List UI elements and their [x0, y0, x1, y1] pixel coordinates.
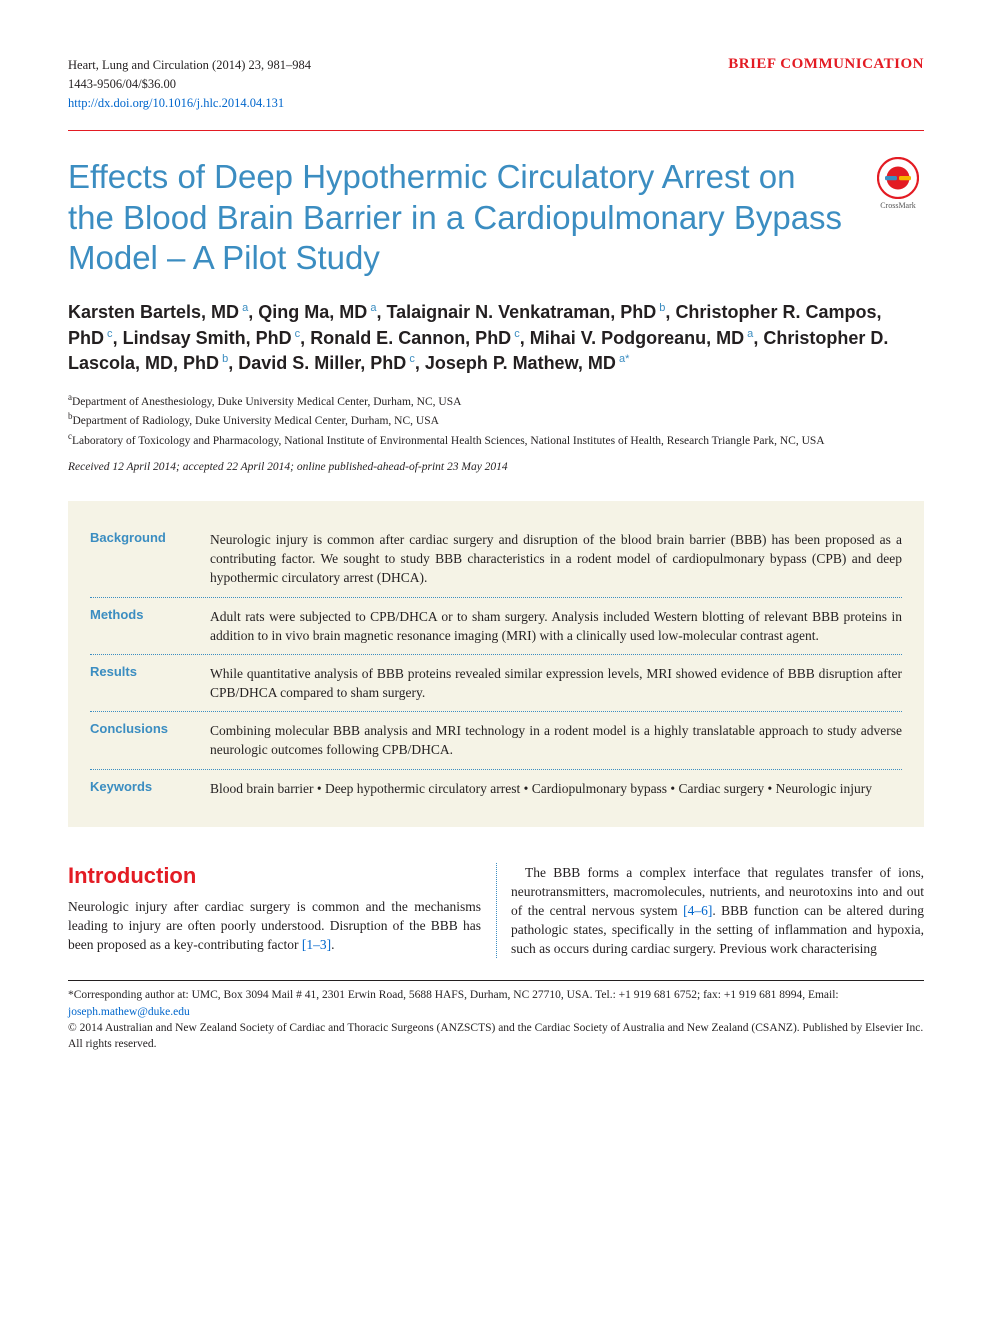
affiliation-b: bDepartment of Radiology, Duke Universit… [68, 410, 924, 430]
abstract-box: Background Neurologic injury is common a… [68, 501, 924, 827]
journal-citation: Heart, Lung and Circulation (2014) 23, 9… [68, 56, 311, 75]
abstract-methods-text: Adult rats were subjected to CPB/DHCA or… [210, 607, 902, 645]
copyright-notice: © 2014 Australian and New Zealand Societ… [68, 1020, 924, 1053]
author: Karsten Bartels, MD a [68, 302, 248, 322]
author: Talaignair N. Venkatraman, PhD b [386, 302, 665, 322]
abstract-results-row: Results While quantitative analysis of B… [90, 654, 902, 711]
citation-1-3[interactable]: [1–3] [302, 937, 331, 952]
introduction-section: Introduction Neurologic injury after car… [68, 863, 924, 959]
journal-meta: Heart, Lung and Circulation (2014) 23, 9… [68, 56, 311, 112]
author: Qing Ma, MD a [258, 302, 376, 322]
affiliations: aDepartment of Anesthesiology, Duke Univ… [68, 391, 924, 450]
abstract-label-keywords: Keywords [90, 779, 192, 798]
footer-rule [68, 980, 924, 981]
author: Mihai V. Podgoreanu, MD a [530, 328, 754, 348]
affiliation-a-text: Department of Anesthesiology, Duke Unive… [72, 395, 461, 407]
abstract-results-text: While quantitative analysis of BBB prote… [210, 664, 902, 702]
footer: *Corresponding author at: UMC, Box 3094 … [68, 987, 924, 1052]
abstract-keywords-text: Blood brain barrier • Deep hypothermic c… [210, 779, 902, 798]
issn-price: 1443-9506/04/$36.00 [68, 75, 311, 94]
abstract-methods-row: Methods Adult rats were subjected to CPB… [90, 597, 902, 654]
intro-para-1: Neurologic injury after cardiac surgery … [68, 897, 481, 954]
author: David S. Miller, PhD c [238, 353, 415, 373]
intro-para-2: The BBB forms a complex interface that r… [511, 863, 924, 959]
abstract-background-row: Background Neurologic injury is common a… [90, 521, 902, 596]
abstract-background-text: Neurologic injury is common after cardia… [210, 530, 902, 587]
author: Ronald E. Cannon, PhD c [310, 328, 520, 348]
article-title: Effects of Deep Hypothermic Circulatory … [68, 157, 848, 278]
article-type: BRIEF COMMUNICATION [728, 56, 924, 73]
divider-red [68, 130, 924, 131]
abstract-label-methods: Methods [90, 607, 192, 645]
author: Joseph P. Mathew, MD a* [425, 353, 630, 373]
abstract-keywords-row: Keywords Blood brain barrier • Deep hypo… [90, 769, 902, 807]
abstract-label-results: Results [90, 664, 192, 702]
affiliation-c-text: Laboratory of Toxicology and Pharmacolog… [72, 434, 825, 446]
doi-link[interactable]: http://dx.doi.org/10.1016/j.hlc.2014.04.… [68, 96, 284, 110]
abstract-conclusions-row: Conclusions Combining molecular BBB anal… [90, 711, 902, 768]
abstract-label-background: Background [90, 530, 192, 587]
abstract-conclusions-text: Combining molecular BBB analysis and MRI… [210, 721, 902, 759]
crossmark-icon [877, 157, 919, 199]
affiliation-b-text: Department of Radiology, Duke University… [73, 415, 439, 427]
crossmark-label: CrossMark [880, 201, 916, 210]
abstract-label-conclusions: Conclusions [90, 721, 192, 759]
intro-p1-text: Neurologic injury after cardiac surgery … [68, 899, 481, 952]
corr-email-link[interactable]: joseph.mathew@duke.edu [68, 1006, 190, 1018]
affiliation-a: aDepartment of Anesthesiology, Duke Univ… [68, 391, 924, 411]
article-history: Received 12 April 2014; accepted 22 Apri… [68, 461, 924, 473]
citation-4-6[interactable]: [4–6] [683, 903, 712, 918]
corresponding-author: *Corresponding author at: UMC, Box 3094 … [68, 987, 924, 1020]
intro-p1-tail: . [331, 937, 334, 952]
author-list: Karsten Bartels, MD a, Qing Ma, MD a, Ta… [68, 300, 924, 377]
header-row: Heart, Lung and Circulation (2014) 23, 9… [68, 56, 924, 112]
crossmark-badge[interactable]: CrossMark [872, 157, 924, 210]
corr-text: *Corresponding author at: UMC, Box 3094 … [68, 989, 839, 1001]
title-row: Effects of Deep Hypothermic Circulatory … [68, 157, 924, 278]
author: Lindsay Smith, PhD c [123, 328, 301, 348]
affiliation-c: cLaboratory of Toxicology and Pharmacolo… [68, 430, 924, 450]
introduction-heading: Introduction [68, 863, 481, 889]
